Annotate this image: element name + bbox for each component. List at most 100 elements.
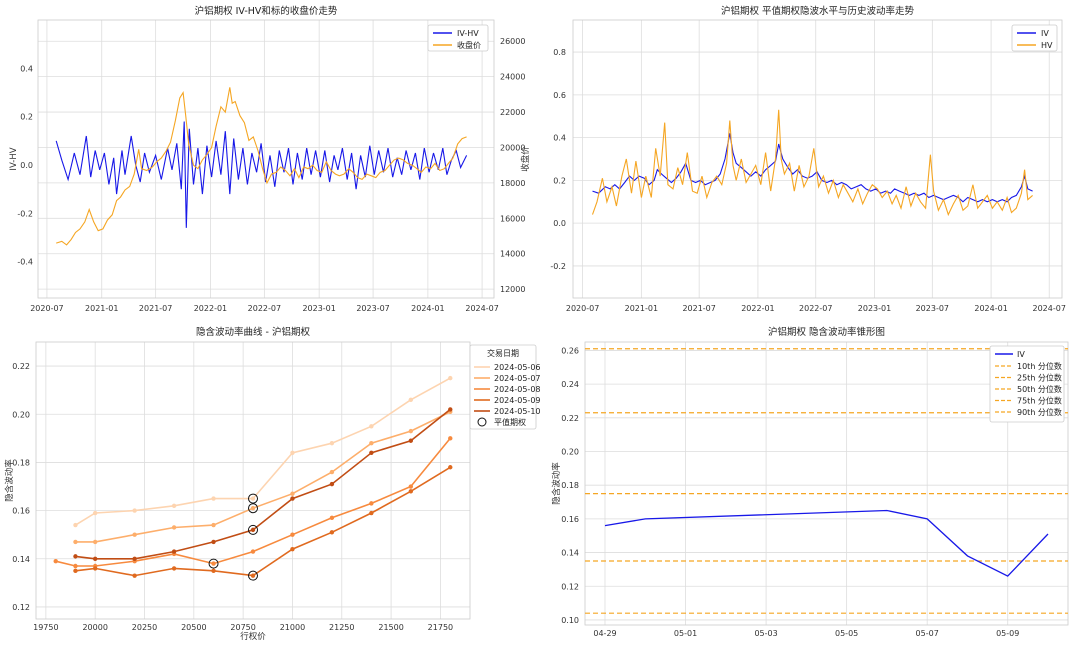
y-tick-label: 0.22 (12, 362, 30, 371)
series-line-iv-hv (55, 121, 468, 228)
smile-point (448, 436, 453, 441)
smile-line (55, 437, 451, 567)
smile-point (171, 525, 177, 530)
y-tick-label: 0.22 (561, 414, 579, 423)
legend-label: IV (1017, 350, 1025, 359)
smile-point (250, 549, 256, 554)
y-tick-label: 0.18 (561, 481, 579, 490)
legend: IV HV (1011, 24, 1058, 52)
legend-box (989, 345, 1065, 423)
legend-label: 90th 分位数 (1017, 407, 1062, 417)
y2-tick-label: 18000 (500, 179, 525, 188)
x-tick-label: 2021-07 (139, 304, 172, 313)
x-tick-label: 21750 (428, 623, 453, 632)
legend-label: 75th 分位数 (1017, 396, 1062, 406)
smile-point (73, 539, 78, 545)
smile-point (73, 554, 78, 559)
smile-point (92, 510, 98, 516)
y-tick-label: 0.2 (553, 176, 566, 185)
legend-box (469, 344, 537, 430)
y-tick-label: 0.18 (12, 458, 30, 467)
smile-point (250, 506, 256, 511)
legend-label: 2024-05-07 (494, 374, 541, 383)
x-tick-label: 19750 (33, 623, 58, 632)
chart-title: 隐含波动率曲线 - 沪铝期权 (196, 326, 310, 338)
smile-point (171, 566, 177, 571)
y-tick-label: -0.2 (17, 209, 33, 218)
x-tick-label: 2023-01 (302, 304, 335, 313)
smile-point (211, 522, 216, 528)
smile-point (369, 510, 374, 516)
plot-frame (584, 341, 1069, 626)
x-tick-label: 2024-01 (411, 304, 444, 313)
y-tick-label: 0.2 (20, 113, 33, 122)
y2-tick-label: 14000 (500, 250, 525, 259)
plot-frame (37, 19, 495, 299)
smile-point (369, 501, 374, 506)
chart-iv-cone: 04-29 05-01 05-03 05-05 05-07 05-09 0.10 0.12 0.… (551, 326, 1069, 638)
smile-point (171, 503, 177, 508)
y-tick-label: -0.2 (550, 262, 566, 271)
x-tick-label: 05-07 (916, 629, 939, 638)
smile-point (250, 496, 256, 501)
atm-marker (248, 524, 258, 535)
legend: IV-HV 收盘价 (427, 24, 489, 52)
smile-point (408, 397, 414, 403)
y-axis-label: 隐含波动率 (4, 459, 15, 502)
x-tick-label: 2022-07 (799, 304, 832, 313)
x-tick-label: 20500 (181, 623, 206, 632)
legend-label: 50th 分位数 (1017, 384, 1062, 394)
smile-point (211, 568, 216, 574)
smile-point (132, 508, 137, 513)
x-tick-label: 20000 (82, 623, 107, 632)
y-tick-label: -0.4 (17, 258, 33, 267)
x-axis-label: 行权价 (240, 631, 266, 642)
smile-point (211, 496, 216, 501)
y2-tick-label: 20000 (500, 143, 525, 152)
y-tick-label: 0.24 (561, 380, 579, 389)
x-tick-label: 2022-01 (741, 304, 774, 313)
plot-frame (572, 19, 1063, 299)
smile-point (408, 438, 414, 443)
chart-iv-smile: 19750 20000 20250 20500 20750 21000 21250 21500… (4, 326, 541, 642)
smile-point (132, 556, 137, 561)
smile-point (92, 556, 98, 561)
x-tick-label: 21000 (280, 623, 305, 632)
legend-label: 25th 分位数 (1017, 373, 1062, 383)
x-tick-label: 2023-01 (858, 304, 891, 313)
y-tick-label: 0.8 (553, 48, 566, 57)
atm-marker (248, 493, 258, 504)
smile-point (369, 450, 374, 455)
x-tick-label: 21500 (378, 623, 403, 632)
chart-title: 沪铝期权 IV-HV和标的收盘价走势 (195, 5, 338, 17)
smile-point (290, 546, 295, 552)
x-tick-label: 2021-01 (85, 304, 118, 313)
series-line-hv (591, 109, 1033, 217)
smile-point (92, 566, 98, 571)
x-tick-label: 05-05 (835, 629, 858, 638)
plot-frame (35, 341, 471, 620)
y2-tick-label: 24000 (500, 73, 525, 82)
smile-point (448, 407, 453, 412)
smile-point (290, 450, 295, 455)
legend-atm-marker (477, 417, 487, 427)
x-tick-label: 2021-01 (625, 304, 658, 313)
chart-iv-hv-trend: 2020-07 2021-01 2021-07 2022-01 2022-07 2023-… (550, 5, 1066, 313)
y-tick-label: 0.20 (561, 447, 579, 456)
y-tick-label: 0.6 (553, 91, 566, 100)
y-tick-label: 0.16 (561, 515, 579, 524)
smile-point (290, 532, 295, 537)
smile-point (250, 573, 256, 578)
x-tick-label: 2020-07 (566, 304, 599, 313)
legend-label: IV (1041, 29, 1049, 38)
legend-label: 2024-05-08 (494, 385, 541, 394)
y-tick-label: 0.4 (20, 64, 33, 73)
smile-point (211, 539, 216, 545)
x-tick-label: 05-01 (674, 629, 697, 638)
x-tick-label: 2022-01 (194, 304, 227, 313)
atm-marker (208, 558, 219, 569)
smile-point (329, 469, 335, 475)
x-tick-label: 2023-07 (356, 304, 389, 313)
y-tick-label: 0.4 (553, 134, 566, 143)
chart-ivhv-close: 2020-07 2021-01 2021-07 2022-01 2022-07 2023-… (9, 5, 531, 313)
